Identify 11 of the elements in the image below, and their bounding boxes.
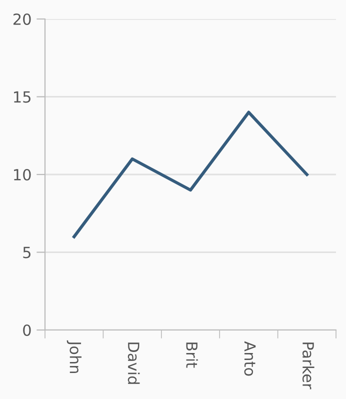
x-tick-label: John xyxy=(66,340,82,374)
x-tick-label: Parker xyxy=(302,342,314,390)
y-tick-label: 0 xyxy=(23,324,31,336)
y-tick-label: 5 xyxy=(23,246,30,258)
y-tick-label: 10 xyxy=(14,168,31,181)
x-tick-label: Brit xyxy=(186,342,198,368)
x-tick-label: Anto xyxy=(244,341,256,376)
x-tick-label: David xyxy=(128,342,140,384)
line-series xyxy=(72,110,308,238)
y-tick-label: 15 xyxy=(14,91,30,103)
y-tick-label: 20 xyxy=(13,13,31,26)
